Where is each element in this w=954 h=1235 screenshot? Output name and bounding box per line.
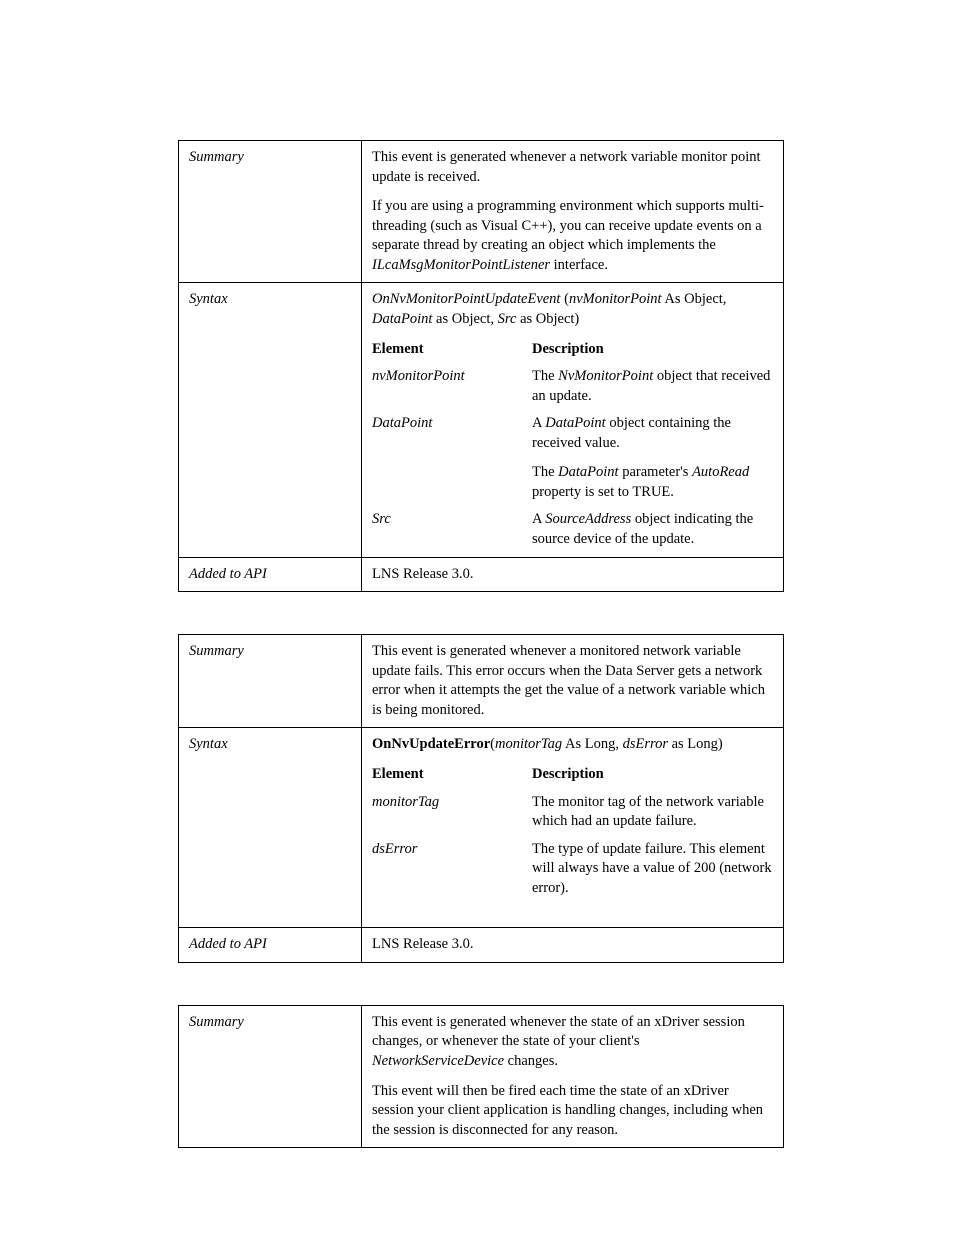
- added-label: Added to API: [179, 928, 362, 963]
- text: as Object,: [432, 311, 497, 327]
- param-description: A DataPoint object containing the receiv…: [532, 414, 773, 502]
- added-value: LNS Release 3.0.: [362, 557, 784, 592]
- summary-content: This event is generated whenever the sta…: [362, 1005, 784, 1147]
- param-description: The NvMonitorPoint object that received …: [532, 367, 773, 406]
- param-name: Src: [498, 311, 517, 327]
- param-name: DataPoint: [372, 311, 432, 327]
- element-header: Element: [372, 340, 532, 360]
- summary-para-2: If you are using a programming environme…: [372, 197, 773, 275]
- text: A: [532, 415, 545, 431]
- type-name: DataPoint: [545, 415, 605, 431]
- text: as Long): [668, 736, 723, 752]
- type-name: SourceAddress: [545, 511, 631, 527]
- syntax-content: OnNvUpdateError(monitorTag As Long, dsEr…: [362, 728, 784, 928]
- syntax-signature: OnNvUpdateError(monitorTag As Long, dsEr…: [372, 735, 773, 755]
- text: As Object,: [662, 291, 727, 307]
- syntax-signature: OnNvMonitorPointUpdateEvent (nvMonitorPo…: [372, 290, 773, 329]
- type-name: NvMonitorPoint: [558, 368, 653, 384]
- text: The: [532, 464, 558, 480]
- text: (: [560, 291, 568, 307]
- api-table-1: Summary This event is generated whenever…: [178, 140, 784, 592]
- summary-para-2: This event will then be fired each time …: [372, 1082, 773, 1141]
- text: as Object): [516, 311, 579, 327]
- added-value: LNS Release 3.0.: [362, 928, 784, 963]
- method-name: OnNvMonitorPointUpdateEvent: [372, 291, 560, 307]
- param-name: monitorTag: [495, 736, 562, 752]
- text: property is set to TRUE.: [532, 484, 674, 500]
- api-table-2: Summary This event is generated whenever…: [178, 634, 784, 963]
- param-description: A SourceAddress object indicating the so…: [532, 510, 773, 549]
- param-description: The type of update failure. This element…: [532, 840, 773, 899]
- param-row: nvMonitorPoint The NvMonitorPoint object…: [372, 367, 773, 406]
- description-header: Description: [532, 765, 773, 785]
- param-element: Src: [372, 510, 532, 549]
- document-page: Summary This event is generated whenever…: [0, 0, 954, 1235]
- property-name: AutoRead: [692, 464, 749, 480]
- summary-label: Summary: [179, 141, 362, 283]
- summary-para-1: This event is generated whenever the sta…: [372, 1013, 773, 1072]
- text: interface.: [550, 257, 608, 273]
- description-header: Description: [532, 340, 773, 360]
- method-name: OnNvUpdateError: [372, 736, 490, 752]
- summary-label: Summary: [179, 635, 362, 728]
- param-row: monitorTag The monitor tag of the networ…: [372, 793, 773, 832]
- param-element: DataPoint: [372, 414, 532, 502]
- param-row: dsError The type of update failure. This…: [372, 840, 773, 899]
- param-row: DataPoint A DataPoint object containing …: [372, 414, 773, 502]
- desc-para: The DataPoint parameter's AutoRead prope…: [532, 463, 773, 502]
- summary-label: Summary: [179, 1005, 362, 1147]
- summary-content: This event is generated whenever a netwo…: [362, 141, 784, 283]
- param-element: monitorTag: [372, 793, 532, 832]
- param-element: nvMonitorPoint: [372, 367, 532, 406]
- element-header: Element: [372, 765, 532, 785]
- text: A: [532, 511, 545, 527]
- added-label: Added to API: [179, 557, 362, 592]
- param-element: dsError: [372, 840, 532, 899]
- param-header-row: Element Description: [372, 340, 773, 360]
- text: parameter's: [619, 464, 692, 480]
- api-table-3: Summary This event is generated whenever…: [178, 1005, 784, 1148]
- syntax-label: Syntax: [179, 283, 362, 557]
- text: The: [532, 368, 558, 384]
- interface-name: ILcaMsgMonitorPointListener: [372, 257, 550, 273]
- desc-para: A DataPoint object containing the receiv…: [532, 414, 773, 453]
- param-header-row: Element Description: [372, 765, 773, 785]
- summary-content: This event is generated whenever a monit…: [362, 635, 784, 728]
- syntax-content: OnNvMonitorPointUpdateEvent (nvMonitorPo…: [362, 283, 784, 557]
- summary-para-1: This event is generated whenever a netwo…: [372, 148, 773, 187]
- param-description: The monitor tag of the network variable …: [532, 793, 773, 832]
- text: This event is generated whenever the sta…: [372, 1014, 745, 1050]
- param-row: Src A SourceAddress object indicating th…: [372, 510, 773, 549]
- type-name: DataPoint: [558, 464, 618, 480]
- text: changes.: [504, 1053, 558, 1069]
- syntax-label: Syntax: [179, 728, 362, 928]
- text: If you are using a programming environme…: [372, 198, 764, 253]
- param-name: nvMonitorPoint: [569, 291, 662, 307]
- summary-para-1: This event is generated whenever a monit…: [372, 642, 773, 720]
- type-name: NetworkServiceDevice: [372, 1053, 504, 1069]
- text: As Long,: [562, 736, 622, 752]
- param-name: dsError: [623, 736, 668, 752]
